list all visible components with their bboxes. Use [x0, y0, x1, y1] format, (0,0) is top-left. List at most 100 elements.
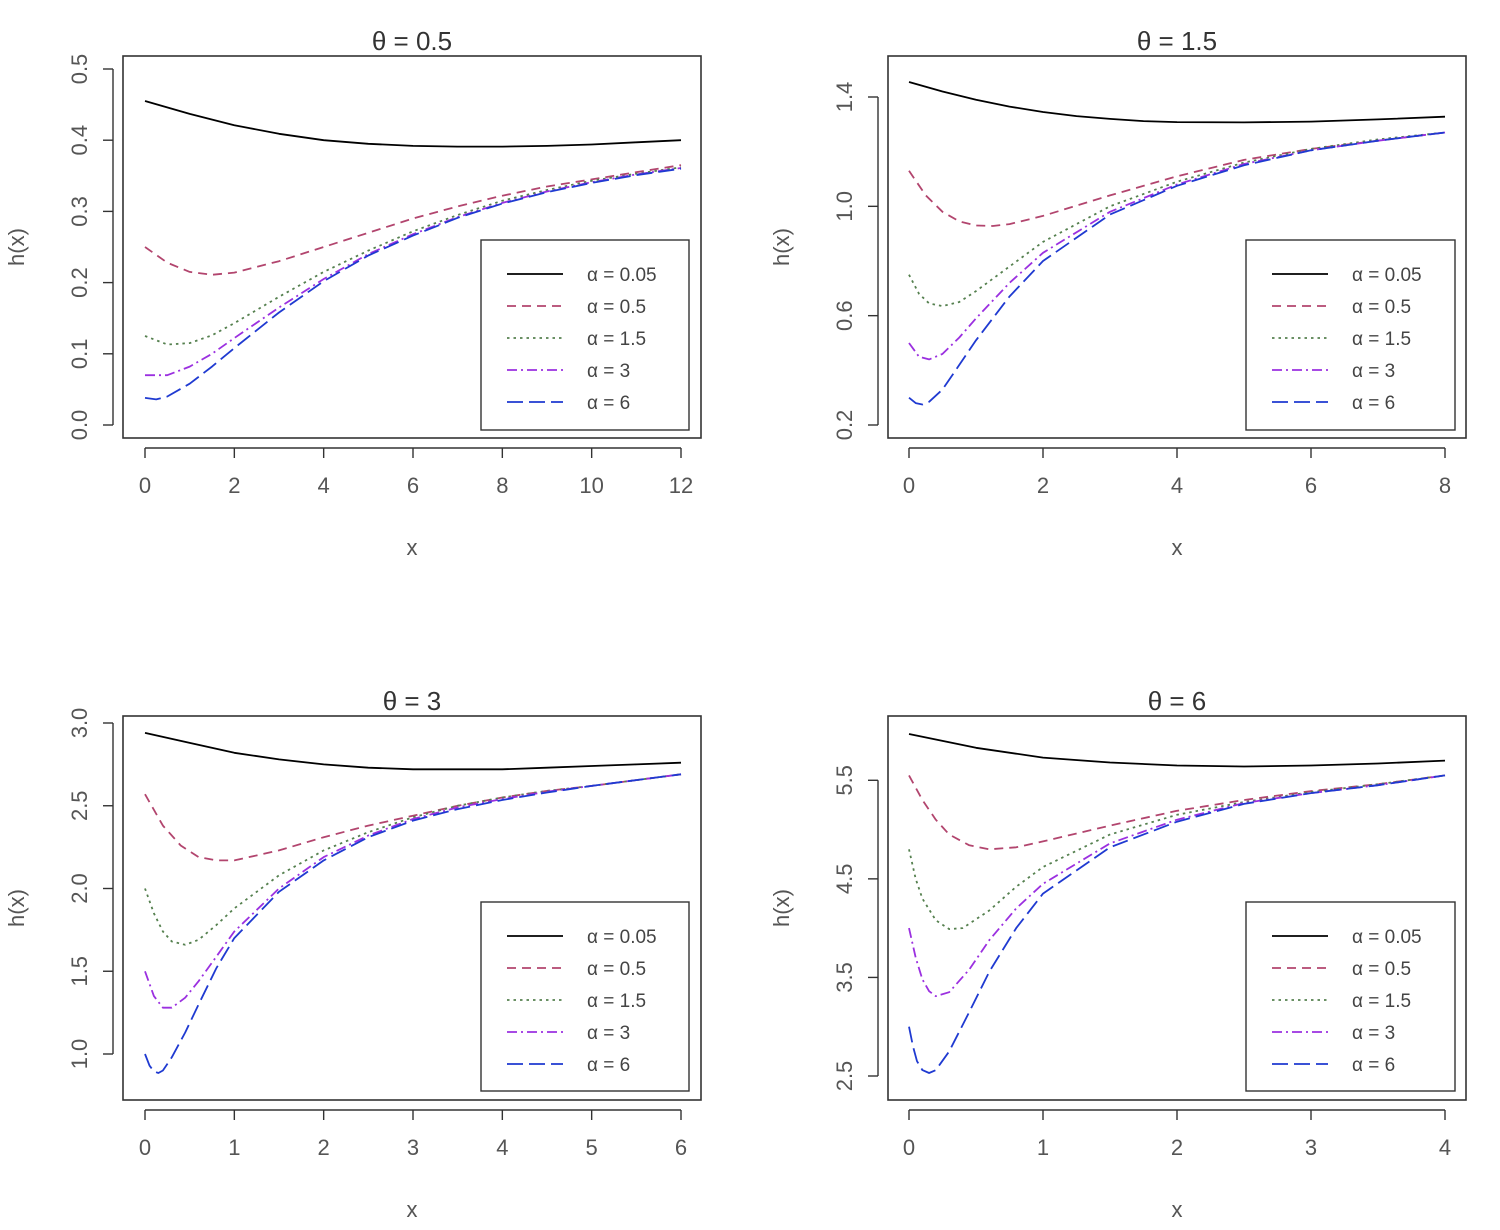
legend-entry: α = 0.5 — [1352, 297, 1411, 318]
x-tick-label: 2 — [1037, 473, 1049, 498]
series-line-3 — [908, 774, 1446, 930]
x-tick-label: 1 — [228, 1135, 240, 1160]
chart-panel-4: θ = 6 0 1 2 3 4 2.5 3.5 4.5 5.5 x h(x) α = 0.05 α = 0… — [769, 686, 1467, 1222]
legend-entry: α = 3 — [1352, 1023, 1395, 1044]
x-tick-label: 0 — [903, 1135, 915, 1160]
x-tick-label: 10 — [579, 473, 603, 498]
chart-title: θ = 6 — [1148, 686, 1207, 716]
series-line-2 — [144, 773, 682, 862]
legend-entry: α = 0.5 — [1352, 959, 1411, 980]
x-axis-label: x — [1172, 1197, 1183, 1222]
y-tick-label: 0.3 — [67, 196, 92, 227]
y-tick-label: 1.0 — [67, 1039, 92, 1070]
legend-box — [480, 239, 690, 431]
x-tick-label: 3 — [1305, 1135, 1317, 1160]
y-tick-label: 2.5 — [832, 1061, 857, 1092]
series-line-3 — [144, 166, 682, 346]
chart-panel-2: θ = 1.5 0 2 4 6 8 0.2 0.6 1.0 1.4 x h(x) α = 0.05 α =… — [769, 26, 1467, 560]
series-line-4 — [145, 167, 682, 377]
x-tick-label: 0 — [139, 1135, 151, 1160]
y-tick-label: 0.2 — [832, 410, 857, 441]
y-tick-label: 2.0 — [67, 873, 92, 904]
chart-panel-3: θ = 3 0 1 2 3 4 5 6 1.0 1.5 2.0 2.5 3.0 x h(x) α = 0.05… — [4, 686, 702, 1222]
legend-entry: α = 6 — [587, 1055, 630, 1076]
y-axis-label: h(x) — [769, 228, 794, 266]
y-axis-label: h(x) — [4, 228, 29, 266]
y-tick-label: 1.4 — [832, 82, 857, 113]
x-axis-label: x — [407, 535, 418, 560]
series-line-5 — [908, 774, 1446, 1074]
chart-title: θ = 3 — [383, 686, 442, 716]
series-line-1 — [144, 100, 682, 148]
series-line-4 — [908, 774, 1446, 998]
y-axis-label: h(x) — [769, 889, 794, 927]
legend-entry: α = 3 — [587, 361, 630, 382]
x-tick-label: 2 — [228, 473, 240, 498]
y-tick-label: 0.1 — [67, 339, 92, 370]
chart-panel-1: θ = 0.5 0 2 4 6 8 10 12 0.0 0.1 0.2 0.3 0.4 0.5 x h(x) α… — [4, 26, 702, 560]
y-tick-label: 4.5 — [832, 864, 857, 895]
legend-entry: α = 6 — [1352, 1055, 1395, 1076]
x-tick-label: 2 — [1171, 1135, 1183, 1160]
series-line-5 — [144, 773, 682, 1074]
x-tick-label: 0 — [903, 473, 915, 498]
x-tick-label: 0 — [139, 473, 151, 498]
legend-entry: α = 0.05 — [587, 265, 657, 286]
legend-entry: α = 1.5 — [587, 329, 646, 350]
legend-entry: α = 0.5 — [587, 297, 646, 318]
x-tick-label: 4 — [318, 473, 330, 498]
x-tick-label: 6 — [407, 473, 419, 498]
series-line-2 — [908, 131, 1446, 227]
plot-frame — [122, 55, 702, 439]
y-tick-label: 5.5 — [832, 765, 857, 796]
x-tick-label: 1 — [1037, 1135, 1049, 1160]
y-tick-label: 0.0 — [67, 410, 92, 441]
x-tick-label: 6 — [675, 1135, 687, 1160]
legend-box — [480, 901, 690, 1092]
x-tick-label: 6 — [1305, 473, 1317, 498]
y-tick-label: 0.5 — [67, 54, 92, 85]
y-axis-label: h(x) — [4, 889, 29, 927]
y-tick-label: 1.0 — [832, 191, 857, 222]
x-axis-label: x — [407, 1197, 418, 1222]
series-line-1 — [908, 733, 1446, 768]
legend-entry: α = 0.05 — [1352, 927, 1422, 948]
x-tick-label: 8 — [1439, 473, 1451, 498]
legend-entry: α = 6 — [1352, 393, 1395, 414]
legend-entry: α = 3 — [587, 1023, 630, 1044]
x-tick-label: 4 — [1439, 1135, 1451, 1160]
plot-frame — [122, 715, 702, 1101]
y-tick-label: 1.5 — [67, 956, 92, 987]
x-tick-label: 4 — [496, 1135, 508, 1160]
y-tick-label: 0.6 — [832, 300, 857, 331]
series-line-2 — [908, 774, 1446, 851]
series-line-5 — [144, 167, 682, 401]
legend-entry: α = 6 — [587, 393, 630, 414]
x-tick-label: 2 — [318, 1135, 330, 1160]
legend-entry: α = 1.5 — [1352, 991, 1411, 1012]
y-tick-label: 0.4 — [67, 125, 92, 156]
chart-title: θ = 1.5 — [1137, 26, 1217, 56]
legend-box — [1245, 901, 1456, 1092]
y-tick-label: 3.5 — [832, 962, 857, 993]
legend-entry: α = 0.05 — [1352, 265, 1422, 286]
plot-frame — [887, 55, 1467, 439]
x-tick-label: 8 — [496, 473, 508, 498]
series-line-1 — [144, 732, 682, 771]
legend-entry: α = 0.5 — [587, 959, 646, 980]
legend-entry: α = 3 — [1352, 361, 1395, 382]
legend-box — [1245, 239, 1456, 431]
legend-entry: α = 0.05 — [587, 927, 657, 948]
x-axis-label: x — [1172, 535, 1183, 560]
x-tick-label: 3 — [407, 1135, 419, 1160]
chart-title: θ = 0.5 — [372, 26, 452, 56]
x-tick-label: 12 — [669, 473, 693, 498]
legend-entry: α = 1.5 — [587, 991, 646, 1012]
y-tick-label: 0.2 — [67, 267, 92, 298]
x-tick-label: 5 — [586, 1135, 598, 1160]
y-tick-label: 3.0 — [67, 708, 92, 739]
series-line-2 — [144, 164, 682, 276]
x-tick-label: 4 — [1171, 473, 1183, 498]
series-line-1 — [908, 81, 1446, 124]
